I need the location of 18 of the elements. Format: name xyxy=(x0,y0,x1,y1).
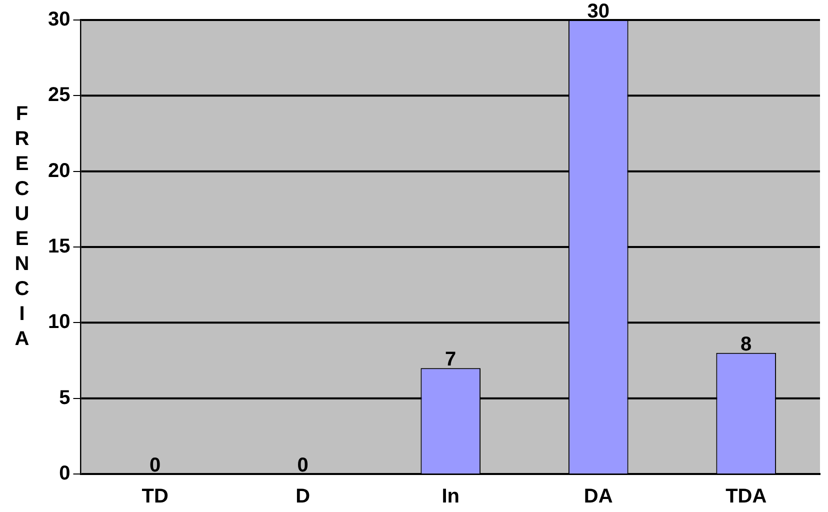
y-tick-label: 20 xyxy=(48,160,70,182)
data-label: 0 xyxy=(297,454,308,477)
y-tick-label: 5 xyxy=(59,386,70,409)
data-label: 7 xyxy=(445,348,456,371)
data-label: 0 xyxy=(150,454,161,477)
data-label: 30 xyxy=(587,0,610,23)
x-tick-label: TDA xyxy=(726,486,767,508)
x-tick-label: DA xyxy=(584,486,613,508)
y-tick-label: 25 xyxy=(48,84,70,106)
text: FRECUENCIA xyxy=(14,103,30,350)
data-label: 8 xyxy=(740,333,752,356)
y-tick-label: 15 xyxy=(48,236,70,258)
y-tick-label: 30 xyxy=(48,8,70,31)
x-tick-label: TD xyxy=(142,486,168,508)
y-tick-label: 0 xyxy=(59,462,70,485)
y-tick-label: 10 xyxy=(48,311,70,334)
x-tick-label: In xyxy=(442,486,460,508)
x-tick-label: D xyxy=(296,486,310,508)
